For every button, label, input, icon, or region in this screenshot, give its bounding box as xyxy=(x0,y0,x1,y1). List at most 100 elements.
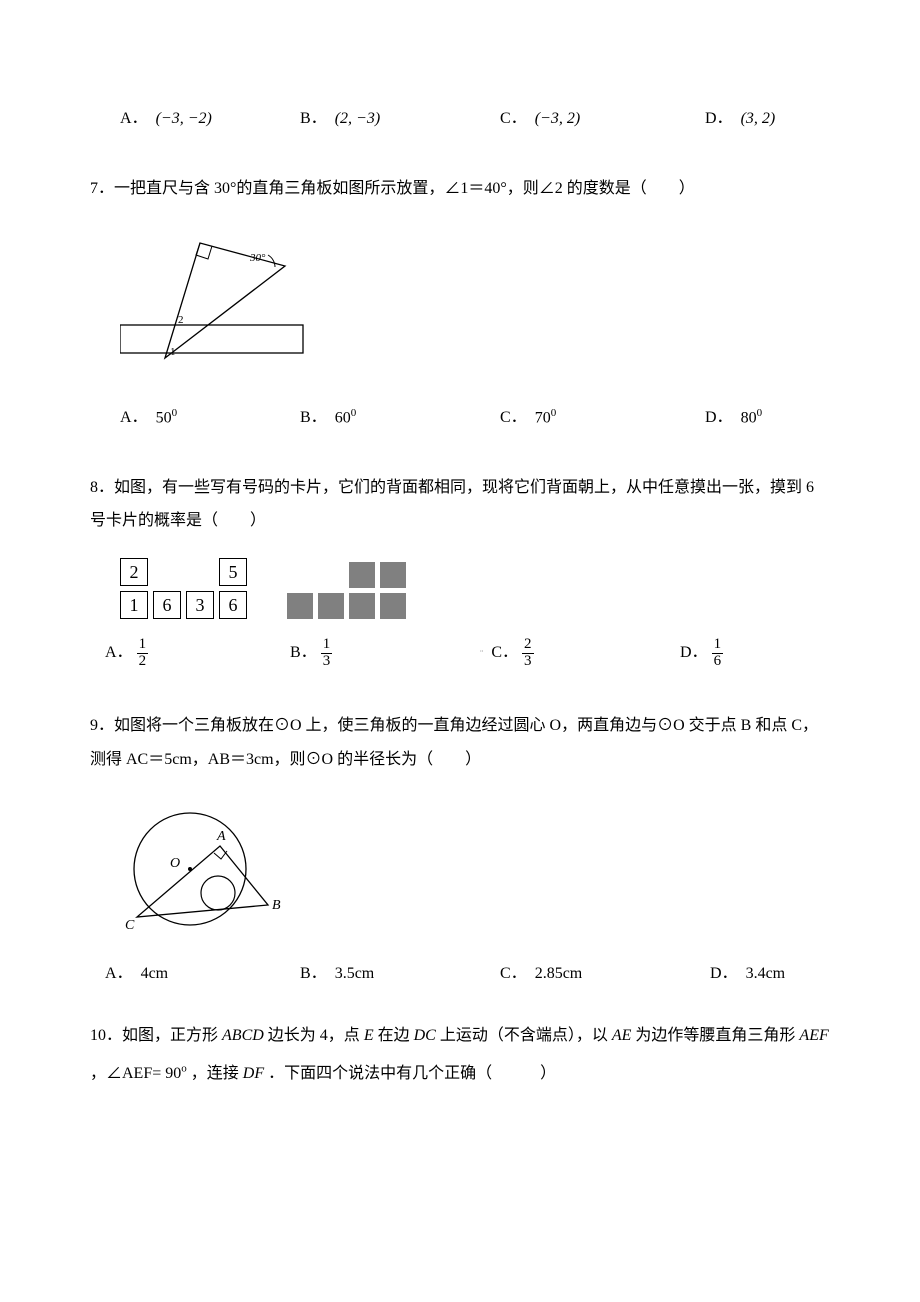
q7-text: 7．一把直尺与含 30°的直角三角板如图所示放置，∠1＝40°，则∠2 的度数是… xyxy=(90,172,830,206)
q8-option-c: ¨ C． 23 xyxy=(480,637,680,670)
triangle-path xyxy=(165,243,285,358)
opt-label: A． xyxy=(120,106,148,132)
card-col-3: 3 xyxy=(186,591,214,619)
label-A: A xyxy=(216,829,226,844)
q7-option-d: D． 800 xyxy=(705,405,762,431)
opt-value: (2, −3) xyxy=(335,106,380,132)
card: 2 xyxy=(120,558,148,586)
inner-circle xyxy=(201,876,235,910)
q7-svg: 30° 1 2 xyxy=(120,225,305,380)
opt-label: C． xyxy=(500,405,527,431)
card: 6 xyxy=(153,591,181,619)
opt-label: D． xyxy=(705,405,733,431)
block xyxy=(380,593,406,619)
label-B: B xyxy=(272,898,281,913)
q6-option-d: D． (3, 2) xyxy=(705,106,775,132)
footnote-mark: ¨ xyxy=(480,649,483,660)
q9: 9．如图将一个三角板放在⊙O 上，使三角板的一直角边经过圆心 O，两直角边与⊙O… xyxy=(90,709,830,986)
q7-option-b: B． 600 xyxy=(300,405,490,431)
label-C: C xyxy=(125,918,135,933)
q6-option-a: A． (−3, −2) xyxy=(120,106,290,132)
opt-label: D． xyxy=(710,961,738,987)
block xyxy=(318,593,344,619)
opt-label: A． xyxy=(120,405,148,431)
block xyxy=(287,593,313,619)
opt-value: 600 xyxy=(335,405,357,431)
opt-value: 2.85cm xyxy=(535,961,583,987)
q9-option-b: B． 3.5cm xyxy=(300,961,490,987)
q10-text: 10．如图，正方形 ABCD 边长为 4，点 E 在边 DC 上运动（不含端点）… xyxy=(90,1017,830,1094)
block-col xyxy=(349,562,375,619)
opt-label: B． xyxy=(300,106,327,132)
fraction: 23 xyxy=(522,637,534,670)
q7-diagram: 30° 1 2 xyxy=(120,225,830,389)
card-col-4: 5 6 xyxy=(219,558,247,619)
label-30: 30° xyxy=(249,252,266,264)
opt-value: 4cm xyxy=(141,961,169,987)
q9-diagram: O A B C xyxy=(120,797,830,946)
opt-label: B． xyxy=(300,405,327,431)
opt-value: 500 xyxy=(156,405,178,431)
q8-option-a: A． 12 xyxy=(105,637,290,670)
q6-options: A． (−3, −2) B． (2, −3) C． (−3, 2) D． (3,… xyxy=(120,106,830,132)
q9-option-a: A． 4cm xyxy=(105,961,290,987)
block xyxy=(349,593,375,619)
q7: 7．一把直尺与含 30°的直角三角板如图所示放置，∠1＝40°，则∠2 的度数是… xyxy=(90,172,830,431)
q9-option-c: C． 2.85cm xyxy=(500,961,700,987)
q7-options: A． 500 B． 600 C． 700 D． 800 xyxy=(120,405,830,431)
opt-label: B． xyxy=(300,961,327,987)
q6-option-c: C． (−3, 2) xyxy=(500,106,695,132)
q8-options: A． 12 B． 13 ¨ C． 23 D． 16 xyxy=(105,637,830,670)
fraction: 16 xyxy=(712,637,724,670)
opt-label: B． xyxy=(290,644,317,661)
opt-label: D． xyxy=(680,644,708,661)
q8-diagram: 2 1 6 3 5 6 xyxy=(120,558,830,619)
q8-text: 8．如图，有一些写有号码的卡片，它们的背面都相同，现将它们背面朝上，从中任意摸出… xyxy=(90,471,830,538)
card-col-2: 6 xyxy=(153,591,181,619)
q6-option-b: B． (2, −3) xyxy=(300,106,490,132)
fraction: 13 xyxy=(321,637,333,670)
opt-value: 800 xyxy=(741,405,763,431)
opt-value: (3, 2) xyxy=(741,106,776,132)
card: 6 xyxy=(219,591,247,619)
opt-label: C． xyxy=(500,106,527,132)
card: 1 xyxy=(120,591,148,619)
opt-label: C． xyxy=(500,961,527,987)
block-col xyxy=(318,593,344,619)
q9-svg: O A B C xyxy=(120,797,285,937)
q8-option-d: D． 16 xyxy=(680,637,723,670)
block xyxy=(380,562,406,588)
ruler-rect xyxy=(120,325,303,353)
angle30-arc xyxy=(268,255,275,267)
q7-option-c: C． 700 xyxy=(500,405,695,431)
card: 5 xyxy=(219,558,247,586)
cards-blocks xyxy=(287,562,406,619)
block-col xyxy=(287,593,313,619)
q8: 8．如图，有一些写有号码的卡片，它们的背面都相同，现将它们背面朝上，从中任意摸出… xyxy=(90,471,830,670)
q9-option-d: D． 3.4cm xyxy=(710,961,785,987)
opt-value: 3.4cm xyxy=(746,961,786,987)
block xyxy=(349,562,375,588)
q10: 10．如图，正方形 ABCD 边长为 4，点 E 在边 DC 上运动（不含端点）… xyxy=(90,1017,830,1094)
opt-value: (−3, 2) xyxy=(535,106,580,132)
fraction: 12 xyxy=(137,637,149,670)
card: 3 xyxy=(186,591,214,619)
cards-numbered: 2 1 6 3 5 6 xyxy=(120,558,247,619)
opt-label: A． xyxy=(105,644,133,661)
label-O: O xyxy=(170,856,180,871)
q8-option-b: B． 13 xyxy=(290,637,480,670)
opt-value: 700 xyxy=(535,405,557,431)
opt-label: D． xyxy=(705,106,733,132)
label-1: 1 xyxy=(170,346,176,358)
label-2: 2 xyxy=(178,314,184,326)
opt-value: 3.5cm xyxy=(335,961,375,987)
q7-option-a: A． 500 xyxy=(120,405,290,431)
triangle-path xyxy=(137,846,268,917)
q9-text: 9．如图将一个三角板放在⊙O 上，使三角板的一直角边经过圆心 O，两直角边与⊙O… xyxy=(90,709,830,776)
q9-options: A． 4cm B． 3.5cm C． 2.85cm D． 3.4cm xyxy=(105,961,830,987)
block-col xyxy=(380,562,406,619)
opt-value: (−3, −2) xyxy=(156,106,212,132)
opt-label: A． xyxy=(105,961,133,987)
opt-label: C． xyxy=(491,644,518,661)
card-col-1: 2 1 xyxy=(120,558,148,619)
